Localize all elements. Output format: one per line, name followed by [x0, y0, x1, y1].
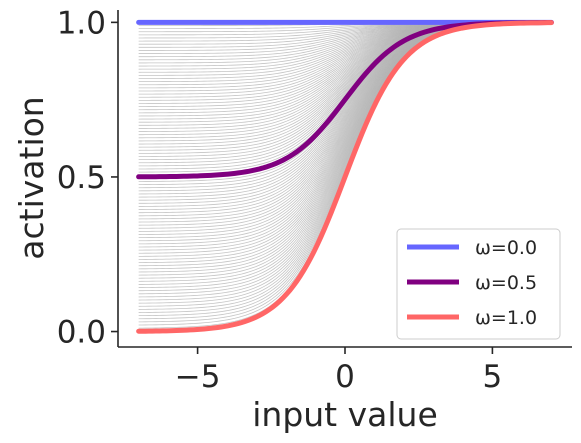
background-curve [138, 22, 552, 58]
legend-label: ω=0.5 [475, 272, 537, 294]
legend: ω=0.0 ω=0.5 ω=1.0 [396, 228, 561, 340]
legend-items: ω=0.0 ω=0.5 ω=1.0 [407, 237, 537, 329]
background-curve [138, 22, 552, 101]
x-tick-label: −5 [175, 359, 221, 395]
legend-frame [396, 228, 561, 340]
legend-label: ω=1.0 [475, 307, 537, 329]
background-curve [138, 22, 552, 70]
x-tick-label: 5 [483, 359, 503, 395]
series-lines [136, 19, 554, 334]
y-axis-label: activation [12, 96, 51, 259]
background-curve [138, 22, 552, 226]
background-curve [138, 22, 552, 257]
x-axis-label: input value [252, 395, 438, 434]
background-curve [138, 22, 552, 214]
background-curve [138, 22, 552, 245]
series-line-2 [136, 20, 554, 334]
axis-ticks: −5 0 5 0.0 0.5 1.0 [57, 5, 503, 395]
y-tick-label: 0.0 [57, 315, 106, 351]
legend-label: ω=0.0 [475, 237, 537, 259]
y-tick-label: 0.5 [57, 160, 106, 196]
background-curve [138, 22, 552, 235]
x-tick-label: 0 [335, 359, 355, 395]
y-tick-label: 1.0 [57, 5, 106, 41]
